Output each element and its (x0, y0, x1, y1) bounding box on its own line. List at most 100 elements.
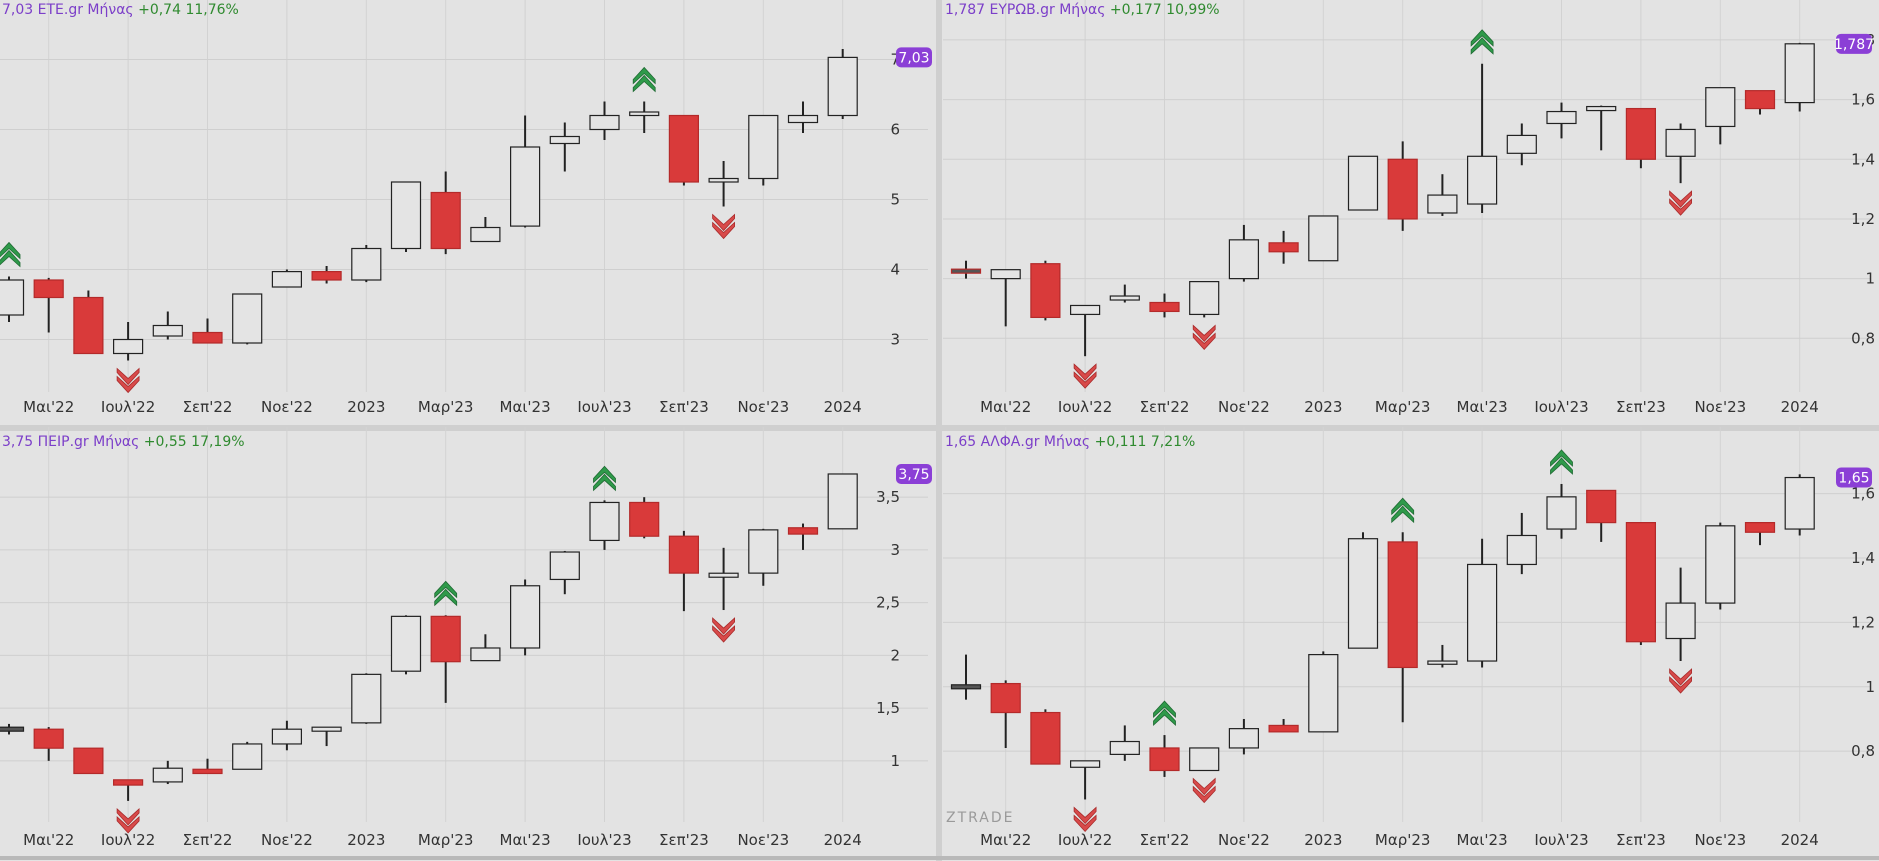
candle-body[interactable] (0, 279, 25, 316)
x-tick-label: Σεπ'23 (1616, 398, 1666, 416)
candle-body[interactable] (1466, 155, 1498, 205)
candle-body[interactable] (1625, 522, 1657, 643)
candle-body[interactable] (1387, 158, 1418, 220)
candle-body[interactable] (1506, 534, 1537, 566)
candle-body[interactable] (33, 728, 64, 749)
candle-body[interactable] (430, 191, 461, 250)
chart-panel-3: 1 1,5 2 2,5 3 3,5 3,75 Μαι'22 Ιουλ'22 Σεπ'22 Νοε'2… (0, 427, 932, 849)
candle-body[interactable] (1625, 107, 1657, 160)
candle-body[interactable] (510, 146, 541, 227)
candle-body[interactable] (1705, 525, 1736, 604)
candle-body[interactable] (0, 726, 25, 732)
candle-body[interactable] (311, 271, 342, 281)
candle-body[interactable] (827, 473, 858, 530)
candle-body[interactable] (1308, 215, 1339, 262)
candle-body[interactable] (1268, 242, 1299, 253)
candle-body[interactable] (708, 177, 739, 183)
x-tick-label: 2024 (824, 398, 862, 416)
candle-body[interactable] (73, 296, 104, 355)
candle-body[interactable] (351, 247, 382, 281)
candle-body[interactable] (351, 673, 382, 724)
candle-body[interactable] (1546, 496, 1577, 530)
candle-body[interactable] (950, 684, 982, 690)
candle-body[interactable] (112, 779, 144, 786)
candle-body[interactable] (1586, 105, 1617, 112)
candle-body[interactable] (748, 529, 779, 574)
candle-body[interactable] (1665, 602, 1696, 640)
candle-body[interactable] (629, 111, 660, 117)
candle-body[interactable] (1744, 522, 1776, 533)
candle-body[interactable] (668, 535, 700, 574)
candle-body[interactable] (152, 324, 183, 337)
candle-body[interactable] (1784, 476, 1815, 530)
candle-body[interactable] (1784, 43, 1815, 104)
candle-body[interactable] (73, 747, 104, 775)
candle-body[interactable] (192, 331, 223, 344)
candle-body[interactable] (1228, 239, 1260, 280)
y-tick-label: 3 (890, 331, 900, 349)
candle-body[interactable] (1228, 728, 1260, 749)
candle-body[interactable] (708, 572, 739, 578)
candle-body[interactable] (311, 726, 342, 732)
candle-body[interactable] (232, 743, 263, 770)
candle-body[interactable] (1149, 747, 1180, 772)
candle-body[interactable] (787, 114, 819, 124)
candle-body[interactable] (1665, 128, 1696, 157)
x-tick-label: Μαι'23 (1457, 831, 1508, 849)
candle-body[interactable] (470, 226, 501, 243)
candle-body[interactable] (390, 181, 422, 250)
candle-body[interactable] (1466, 563, 1498, 662)
candle-body[interactable] (787, 527, 819, 535)
candle-body[interactable] (1427, 660, 1458, 665)
candle-body[interactable] (1069, 304, 1101, 316)
y-tick-label: 1,4 (1851, 150, 1875, 168)
candle-body[interactable] (990, 269, 1021, 280)
candle-body[interactable] (1030, 263, 1061, 319)
candle-body[interactable] (1069, 760, 1101, 768)
candle-body[interactable] (589, 501, 620, 542)
candle-body[interactable] (192, 768, 223, 775)
candle-body[interactable] (1506, 134, 1537, 154)
x-tick-label: 2024 (1781, 398, 1819, 416)
x-tick-label: Ιουλ'23 (577, 831, 631, 849)
candle-body[interactable] (152, 767, 183, 783)
candle-body[interactable] (112, 338, 144, 355)
candle-body[interactable] (1109, 295, 1140, 301)
candle-body[interactable] (1387, 541, 1418, 669)
candle-body[interactable] (430, 615, 461, 663)
candle-body[interactable] (1586, 489, 1617, 524)
candle-body[interactable] (470, 647, 501, 662)
candle-body[interactable] (668, 114, 700, 183)
candle-body[interactable] (629, 501, 660, 537)
candle-body[interactable] (827, 56, 858, 117)
candle-body[interactable] (1149, 301, 1180, 313)
candle-body[interactable] (1705, 87, 1736, 128)
candle-body[interactable] (510, 585, 541, 649)
candle-body[interactable] (1030, 711, 1061, 765)
candle-body[interactable] (549, 135, 580, 145)
legend-change: +0,177 (1110, 2, 1166, 18)
legend-period: Μήνας (93, 434, 144, 450)
candle-body[interactable] (1347, 538, 1379, 649)
legend-change: +0,55 (144, 434, 191, 450)
candle-body[interactable] (748, 114, 779, 180)
candle-body[interactable] (232, 293, 263, 344)
candle-body[interactable] (1427, 194, 1458, 214)
candle-body[interactable] (1189, 281, 1220, 316)
candle-body[interactable] (1189, 747, 1220, 772)
candle-body[interactable] (271, 271, 302, 288)
candle-body[interactable] (950, 268, 982, 274)
candle-body[interactable] (1546, 110, 1577, 125)
candle-body[interactable] (1268, 724, 1299, 733)
candle-body[interactable] (549, 551, 580, 581)
x-tick-label: Σεπ'22 (1140, 398, 1190, 416)
candle-body[interactable] (33, 279, 64, 299)
candle-body[interactable] (990, 682, 1021, 714)
candle-body[interactable] (1744, 90, 1776, 110)
candle-body[interactable] (1109, 740, 1140, 755)
candle-body[interactable] (271, 728, 302, 745)
candle-body[interactable] (589, 114, 620, 131)
candle-body[interactable] (1308, 653, 1339, 733)
candle-body[interactable] (390, 615, 422, 672)
candle-body[interactable] (1347, 155, 1379, 211)
